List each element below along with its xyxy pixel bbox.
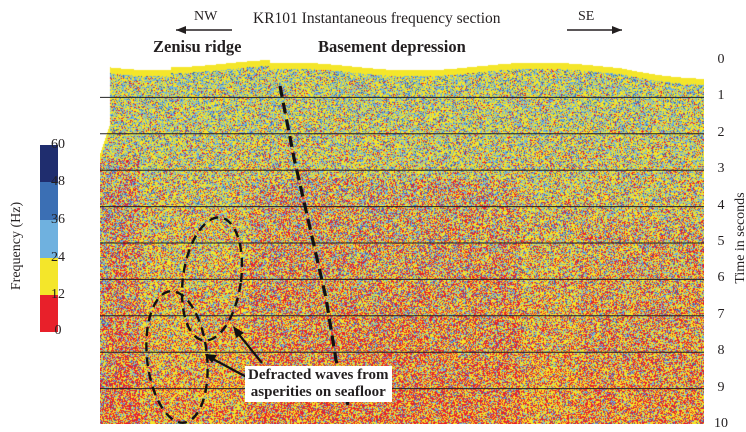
diffraction-ellipse-lower — [145, 290, 209, 424]
basement-depression-label: Basement depression — [318, 37, 466, 56]
time-tick: 8 — [717, 343, 725, 359]
callout-arrow-upper — [236, 331, 263, 364]
frequency-colorbar — [40, 145, 58, 332]
callout-line-1: Defracted waves from — [248, 367, 389, 383]
nw-arrow-head — [176, 26, 186, 34]
callout-arrowhead-lower — [205, 354, 217, 363]
colorbar-segment-12-24 — [40, 258, 58, 295]
time-axis-label: Time in seconds — [733, 192, 746, 284]
colorbar-tick: 48 — [51, 174, 65, 189]
colorbar-tick: 0 — [54, 323, 62, 338]
callout-line-2: asperities on seafloor — [250, 384, 386, 400]
time-tick: 9 — [717, 379, 725, 395]
time-tick: 5 — [717, 234, 725, 249]
colorbar-label: Frequency (Hz) — [9, 201, 24, 291]
direction-arrows — [176, 26, 622, 34]
colorbar-tick: 60 — [51, 137, 65, 152]
time-tick: 0 — [717, 52, 725, 67]
direction-se-label: SE — [578, 9, 595, 24]
depression-boundary-dashed-line — [278, 85, 350, 406]
diffraction-callout: Defracted waves from asperities on seafl… — [245, 366, 392, 402]
colorbar-segment-24-36 — [40, 220, 58, 258]
colorbar-segment-36-48 — [40, 182, 58, 220]
seismic-section — [100, 58, 704, 424]
diffraction-ellipse-upper — [180, 216, 244, 342]
colorbar-tick: 36 — [51, 212, 65, 227]
time-tick: 1 — [717, 88, 725, 104]
time-gridlines — [100, 96, 704, 390]
callout-arrowhead-upper — [233, 326, 244, 338]
time-tick: 10 — [714, 416, 728, 431]
colorbar-tick: 12 — [51, 287, 65, 302]
zenisu-ridge-label: Zenisu ridge — [153, 37, 242, 56]
time-tick: 6 — [717, 270, 725, 286]
figure-title: KR101 Instantaneous frequency section — [253, 10, 501, 27]
direction-nw-label: NW — [194, 9, 218, 24]
se-arrow-head — [612, 26, 622, 34]
colorbar-segment-0-12 — [40, 295, 58, 332]
seismic-section-image — [100, 58, 704, 424]
time-tick: 3 — [717, 161, 725, 177]
time-tick: 4 — [717, 197, 725, 213]
time-tick: 7 — [717, 306, 725, 322]
colorbar-segment-48-60 — [40, 145, 58, 182]
colorbar-tick: 24 — [51, 250, 65, 265]
time-tick: 2 — [717, 124, 725, 140]
